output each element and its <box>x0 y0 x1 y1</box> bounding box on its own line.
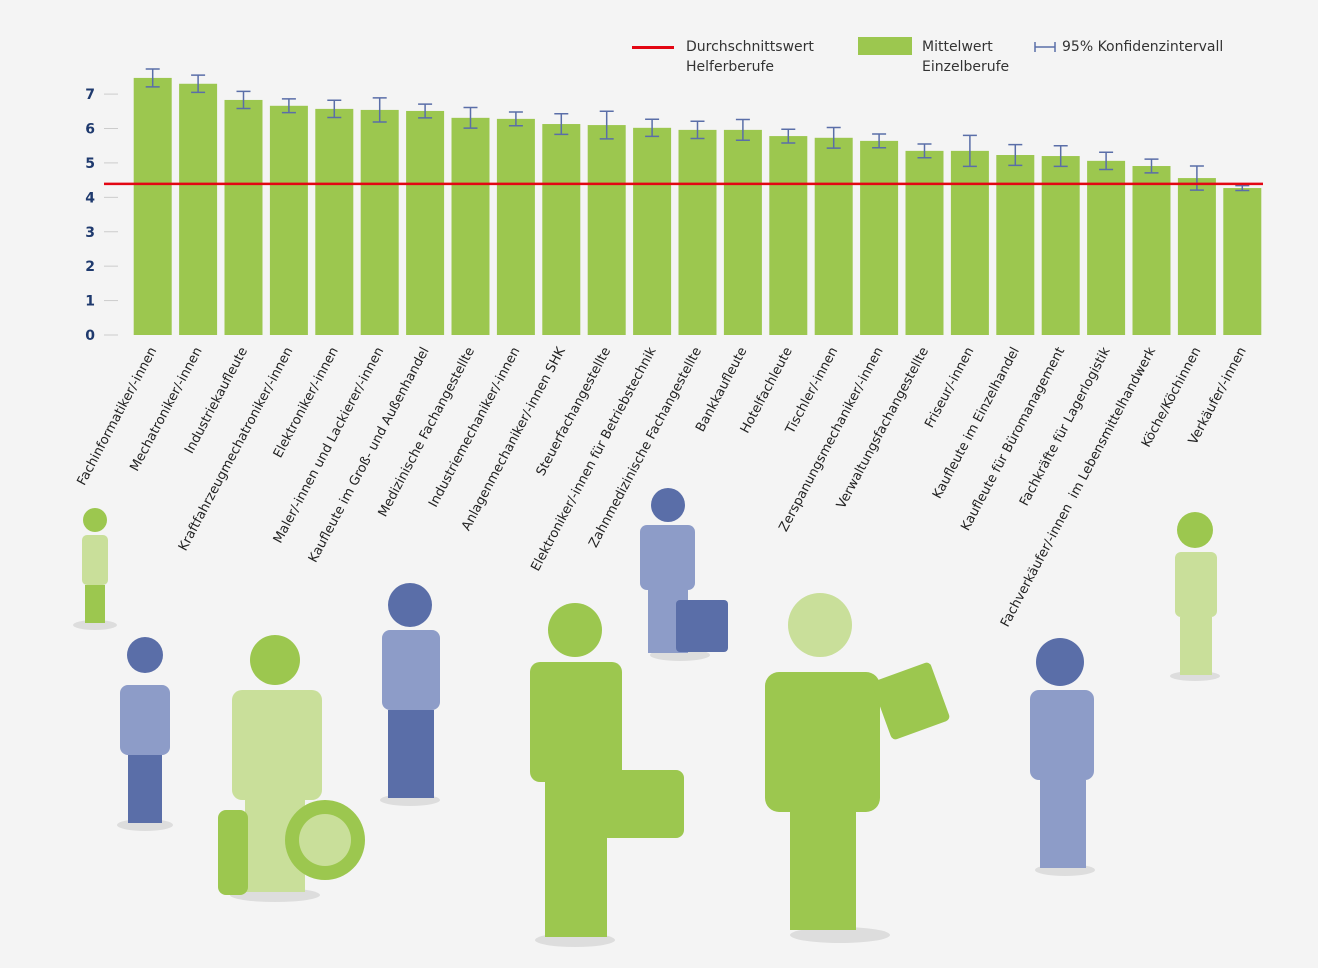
error-bar <box>145 68 160 88</box>
x-tick-label: Friseur/-innen <box>922 345 977 431</box>
bar <box>224 99 263 335</box>
error-bar <box>735 118 750 141</box>
x-tick-label: Verwaltungsfachangestellte <box>834 345 932 512</box>
error-bar <box>917 143 932 159</box>
y-tick-label: 7 <box>85 87 95 103</box>
bar <box>814 137 853 335</box>
error-bar <box>599 110 614 140</box>
legend-label: Durchschnittswert Helferberufe <box>686 39 814 75</box>
error-bar <box>1235 184 1250 192</box>
error-bar <box>1099 151 1114 171</box>
legend-swatch <box>1034 42 1056 52</box>
bar <box>1132 166 1171 335</box>
y-tick-label: 4 <box>85 190 95 206</box>
y-tick-label: 3 <box>85 225 95 241</box>
error-bar <box>645 118 660 138</box>
legend-ref: Durchschnittswert Helferberufe <box>632 37 846 77</box>
error-bar <box>1053 144 1068 168</box>
bar <box>406 110 445 335</box>
bar <box>269 105 308 335</box>
bar <box>1177 178 1216 335</box>
error-bar <box>372 97 387 123</box>
bar <box>1041 156 1080 335</box>
bar <box>179 83 218 335</box>
error-bar <box>554 112 569 136</box>
error-bar <box>1189 165 1204 191</box>
error-bar <box>418 103 433 119</box>
error-bar <box>826 126 841 149</box>
bar <box>678 129 717 335</box>
legend-label: Mittelwert Einzelberufe <box>922 39 1010 75</box>
error-bar <box>508 111 523 127</box>
y-tick-label: 5 <box>85 156 95 172</box>
y-tick-label: 0 <box>85 328 95 344</box>
x-tick-label: Fachkräfte für Lagerlogistik <box>1017 344 1114 508</box>
x-tick-label: Kaufleute im Einzelhandel <box>930 345 1023 502</box>
error-bar <box>781 128 796 144</box>
bar <box>633 127 672 336</box>
error-bar <box>281 98 296 114</box>
bar <box>451 117 490 335</box>
error-bar <box>872 133 887 149</box>
bar <box>133 77 172 335</box>
bar <box>950 150 989 335</box>
bar <box>769 136 808 335</box>
legend-bar: Mittelwert Einzelberufe <box>858 37 1032 77</box>
legend-swatch <box>858 37 912 55</box>
error-bar <box>463 106 478 129</box>
bar <box>860 140 899 335</box>
y-tick-label: 1 <box>85 294 95 310</box>
x-tick-label: Industriemechaniker/-innen <box>426 345 523 510</box>
bar <box>905 150 944 335</box>
legend-label: 95% Konfidenzintervall <box>1062 39 1224 55</box>
bar <box>360 109 399 335</box>
bar <box>587 125 626 335</box>
y-tick-label: 6 <box>85 122 95 138</box>
bar <box>1087 160 1126 335</box>
bar <box>542 124 581 335</box>
illustration <box>73 488 1220 947</box>
y-tick-label: 2 <box>85 259 95 275</box>
error-bar <box>690 120 705 140</box>
error-bar <box>191 74 206 94</box>
error-bar <box>1008 143 1023 167</box>
bar <box>315 108 354 335</box>
x-tick-label: Fachinformatiker/-innen <box>75 345 161 488</box>
legend-errbar <box>1034 42 1056 52</box>
error-bar <box>1144 158 1159 174</box>
bar <box>723 129 762 335</box>
bar <box>1223 188 1262 335</box>
bar <box>496 118 535 335</box>
error-bar <box>962 134 977 168</box>
legend-swatch <box>632 46 674 49</box>
error-bar <box>236 90 251 110</box>
bar <box>996 155 1035 335</box>
legend-err: 95% Konfidenzintervall <box>1032 37 1223 57</box>
error-bar <box>327 99 342 119</box>
